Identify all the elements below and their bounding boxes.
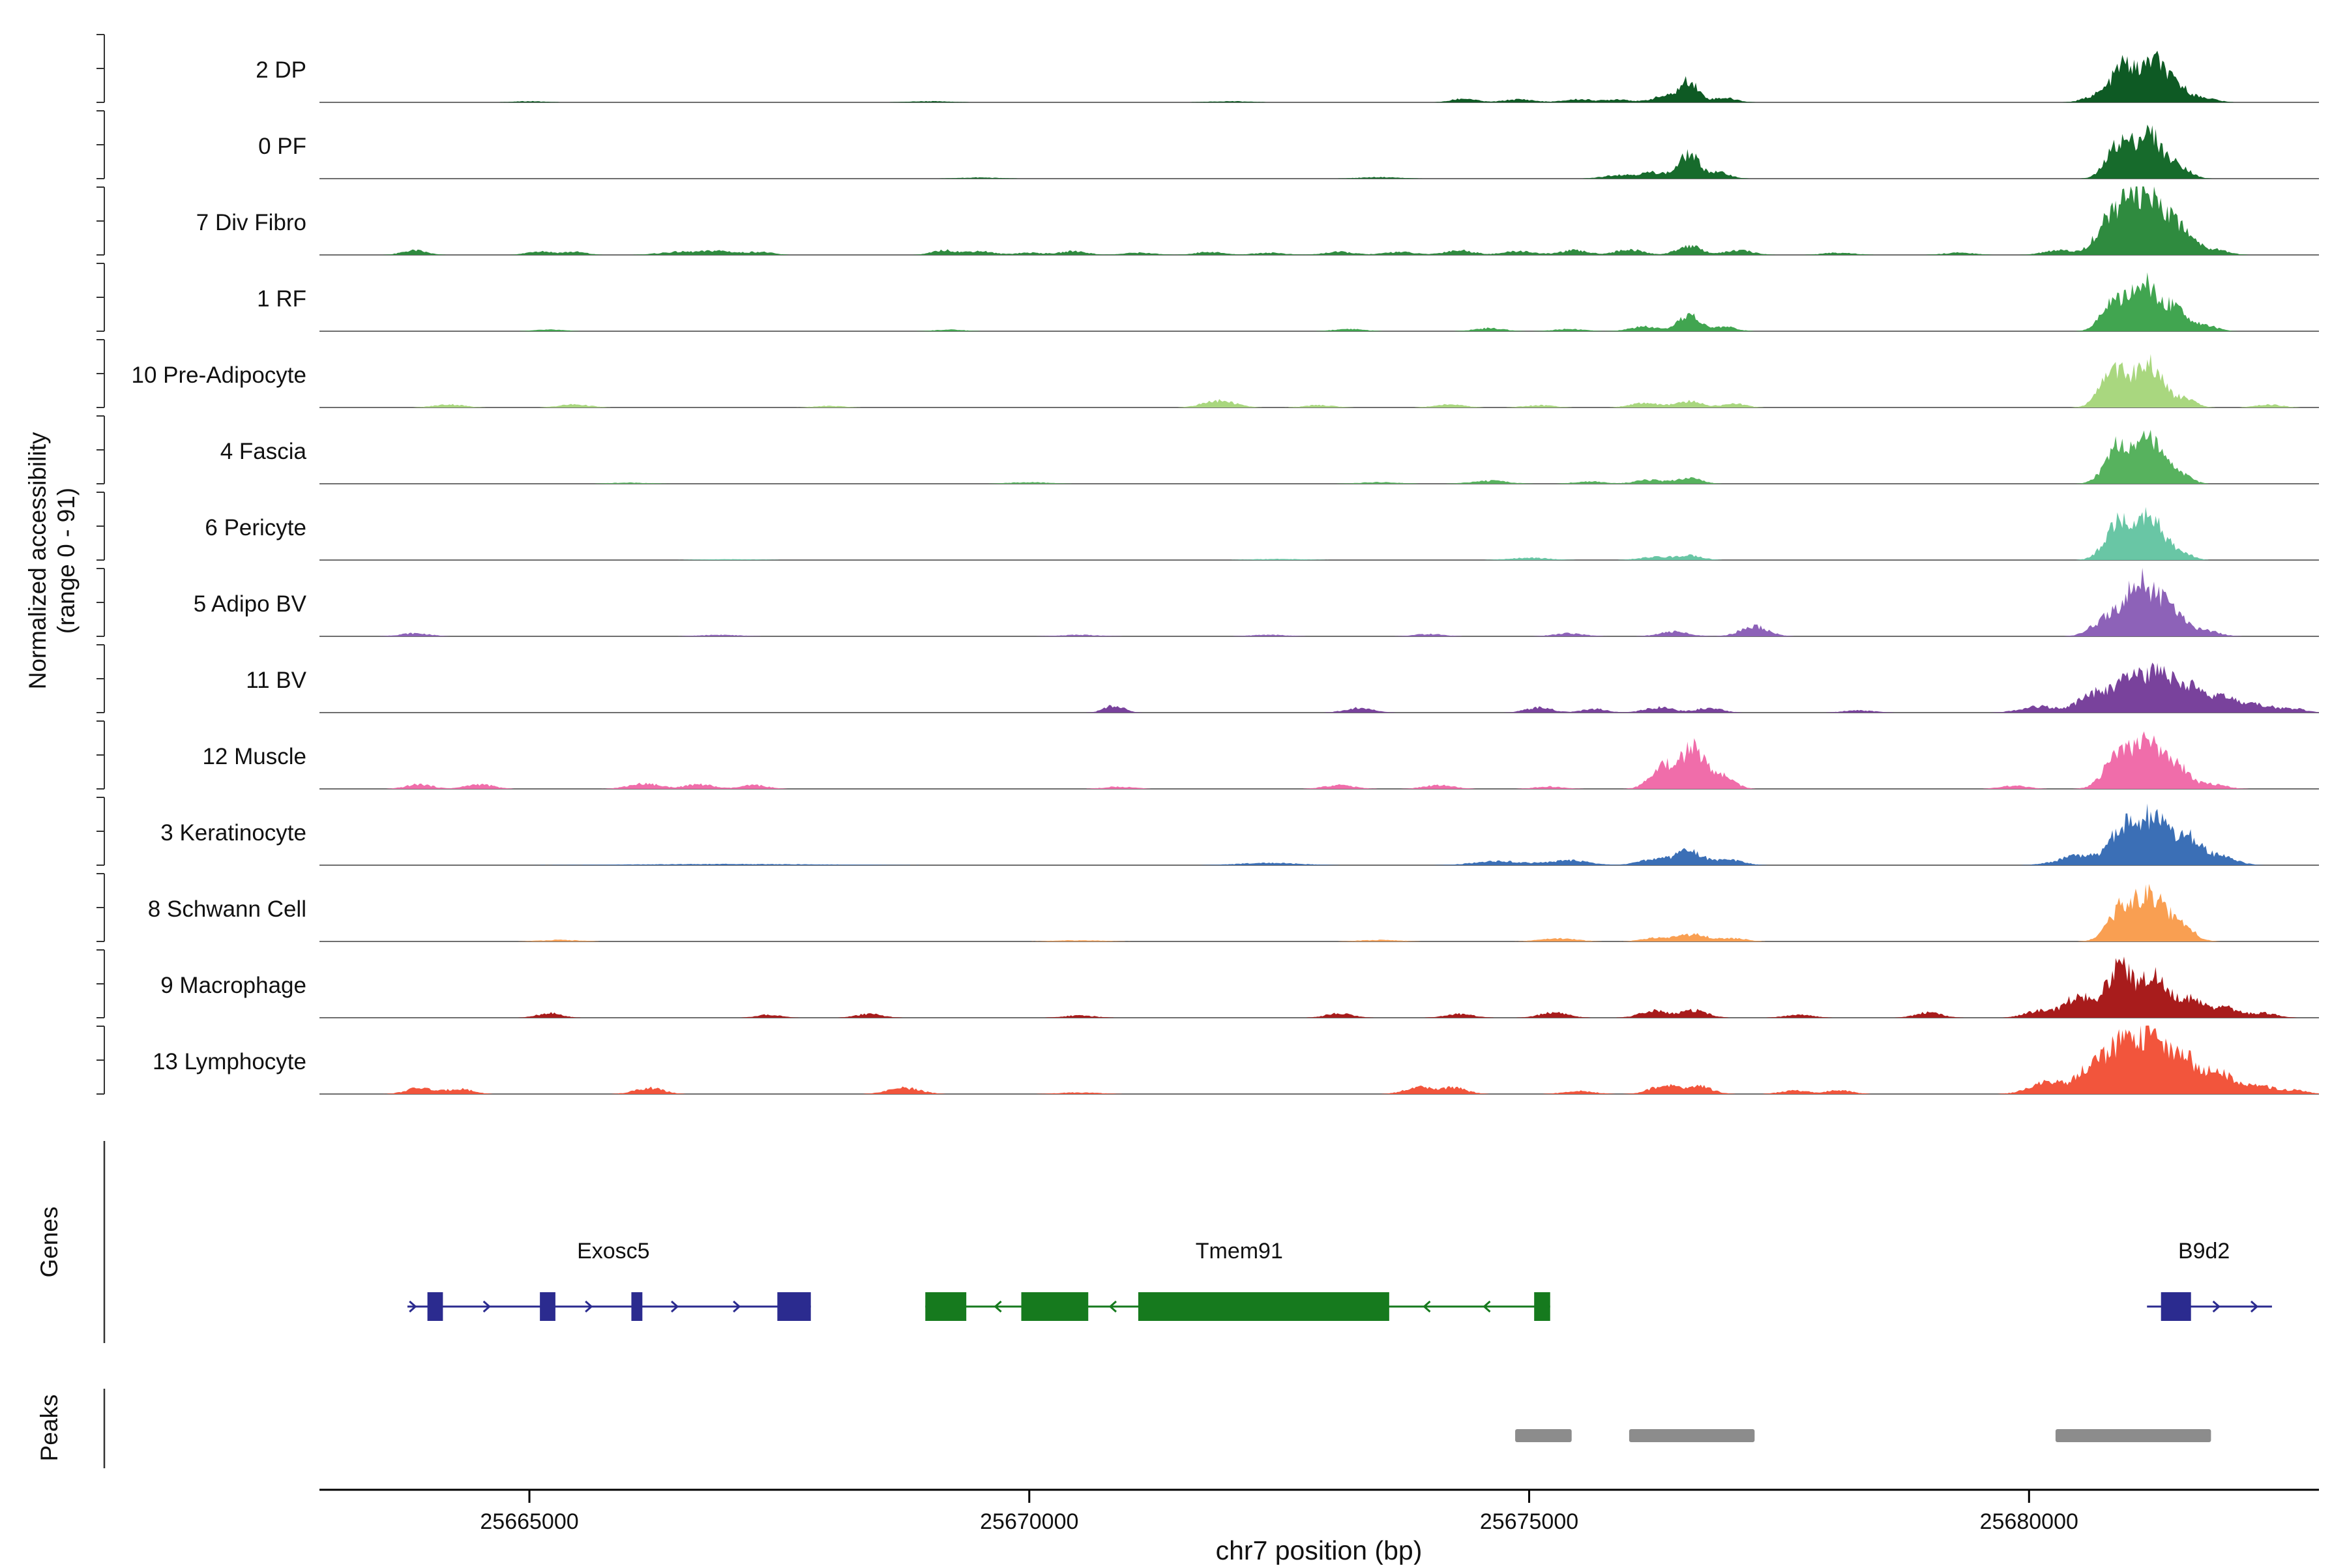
strand-arrow-icon bbox=[2212, 1300, 2221, 1313]
genes-layer: Exosc5 Tmem91 B9d2 bbox=[407, 1239, 2272, 1321]
track-row: 2 DP bbox=[96, 34, 2319, 103]
track-label: 8 Schwann Cell bbox=[148, 896, 306, 922]
gene-name-label: Exosc5 bbox=[577, 1239, 650, 1264]
exon-box bbox=[925, 1292, 967, 1321]
exon-box bbox=[1534, 1292, 1550, 1321]
signal-area bbox=[319, 125, 2319, 179]
track-label: 0 PF bbox=[258, 134, 306, 159]
strand-arrow-icon bbox=[994, 1300, 1002, 1313]
track-row: 8 Schwann Cell bbox=[96, 873, 2319, 942]
x-axis-tick-label: 25665000 bbox=[480, 1509, 578, 1534]
track-row: 13 Lymphocyte bbox=[96, 1026, 2319, 1095]
y-axis-label-line1: Normalized accessibility bbox=[24, 432, 51, 689]
x-axis-title: chr7 position (bp) bbox=[1216, 1535, 1423, 1565]
strand-arrow-icon bbox=[409, 1300, 417, 1313]
signal-area bbox=[319, 507, 2319, 560]
signal-area bbox=[319, 1026, 2319, 1094]
track-label: 9 Macrophage bbox=[160, 973, 306, 998]
track-label: 10 Pre-Adipocyte bbox=[132, 362, 306, 388]
gene-model: Exosc5 bbox=[407, 1239, 811, 1321]
track-label: 12 Muscle bbox=[202, 744, 306, 769]
track-row: 7 Div Fibro bbox=[96, 186, 2319, 256]
track-row: 1 RF bbox=[96, 263, 2319, 332]
peaks-section-label: Peaks bbox=[36, 1395, 63, 1462]
strand-arrow-icon bbox=[1108, 1300, 1117, 1313]
track-label: 13 Lymphocyte bbox=[153, 1049, 306, 1074]
exon-box bbox=[1138, 1292, 1389, 1321]
exon-box bbox=[1021, 1292, 1089, 1321]
track-row: 9 Macrophage bbox=[96, 949, 2319, 1018]
signal-area bbox=[319, 731, 2319, 789]
signal-area bbox=[319, 956, 2319, 1018]
y-axis-label-line2: (range 0 - 91) bbox=[53, 488, 80, 634]
gene-name-label: Tmem91 bbox=[1196, 1239, 1283, 1264]
exon-box bbox=[427, 1292, 443, 1321]
strand-arrow-icon bbox=[733, 1300, 741, 1313]
signal-area bbox=[319, 803, 2319, 865]
signal-area bbox=[319, 272, 2319, 331]
gene-model: B9d2 bbox=[2147, 1239, 2272, 1321]
tracks-layer: 2 DP 0 PF 7 Div Fibro 1 RF 10 Pre-Adipocyte 4… bbox=[96, 34, 2319, 1095]
x-axis-tick-label: 25675000 bbox=[1480, 1509, 1578, 1534]
signal-area bbox=[319, 186, 2319, 255]
track-label: 3 Keratinocyte bbox=[160, 820, 306, 846]
peaks-layer bbox=[1515, 1429, 2211, 1442]
track-label: 6 Pericyte bbox=[205, 515, 306, 540]
signal-area bbox=[319, 568, 2319, 636]
track-row: 6 Pericyte bbox=[96, 492, 2319, 561]
peak-bar bbox=[1515, 1429, 1572, 1442]
strand-arrow-icon bbox=[482, 1300, 491, 1313]
track-label: 7 Div Fibro bbox=[196, 210, 306, 235]
strand-arrow-icon bbox=[1423, 1300, 1431, 1313]
peak-bar bbox=[1629, 1429, 1755, 1442]
strand-arrow-icon bbox=[1483, 1300, 1491, 1313]
x-axis-tick-label: 25680000 bbox=[1980, 1509, 2078, 1534]
strand-arrow-icon bbox=[585, 1300, 593, 1313]
exon-box bbox=[777, 1292, 811, 1321]
track-row: 3 Keratinocyte bbox=[96, 797, 2319, 866]
x-axis-tick-label: 25670000 bbox=[980, 1509, 1078, 1534]
track-label: 1 RF bbox=[257, 286, 306, 312]
track-row: 12 Muscle bbox=[96, 720, 2319, 790]
strand-arrow-icon bbox=[2250, 1300, 2259, 1313]
genes-section-label: Genes bbox=[36, 1206, 63, 1277]
gene-model: Tmem91 bbox=[925, 1239, 1550, 1321]
signal-area bbox=[319, 354, 2319, 407]
track-row: 4 Fascia bbox=[96, 415, 2319, 484]
track-label: 5 Adipo BV bbox=[194, 591, 307, 617]
track-label: 4 Fascia bbox=[220, 439, 307, 464]
gene-name-label: B9d2 bbox=[2178, 1239, 2230, 1264]
track-row: 10 Pre-Adipocyte bbox=[96, 339, 2319, 408]
peak-bar bbox=[2055, 1429, 2211, 1442]
track-row: 0 PF bbox=[96, 110, 2319, 179]
signal-area bbox=[319, 883, 2319, 941]
exon-box bbox=[540, 1292, 555, 1321]
track-label: 11 BV bbox=[246, 668, 306, 693]
exon-box bbox=[631, 1292, 643, 1321]
signal-area bbox=[319, 662, 2319, 713]
track-row: 5 Adipo BV bbox=[96, 568, 2319, 637]
exon-box bbox=[2161, 1292, 2191, 1321]
strand-arrow-icon bbox=[670, 1300, 679, 1313]
track-label: 2 DP bbox=[256, 57, 306, 83]
signal-area bbox=[319, 430, 2319, 484]
x-axis-layer: 25665000 25670000 25675000 25680000 bbox=[319, 1488, 2319, 1534]
track-row: 11 BV bbox=[96, 644, 2319, 713]
signal-area bbox=[319, 50, 2319, 102]
